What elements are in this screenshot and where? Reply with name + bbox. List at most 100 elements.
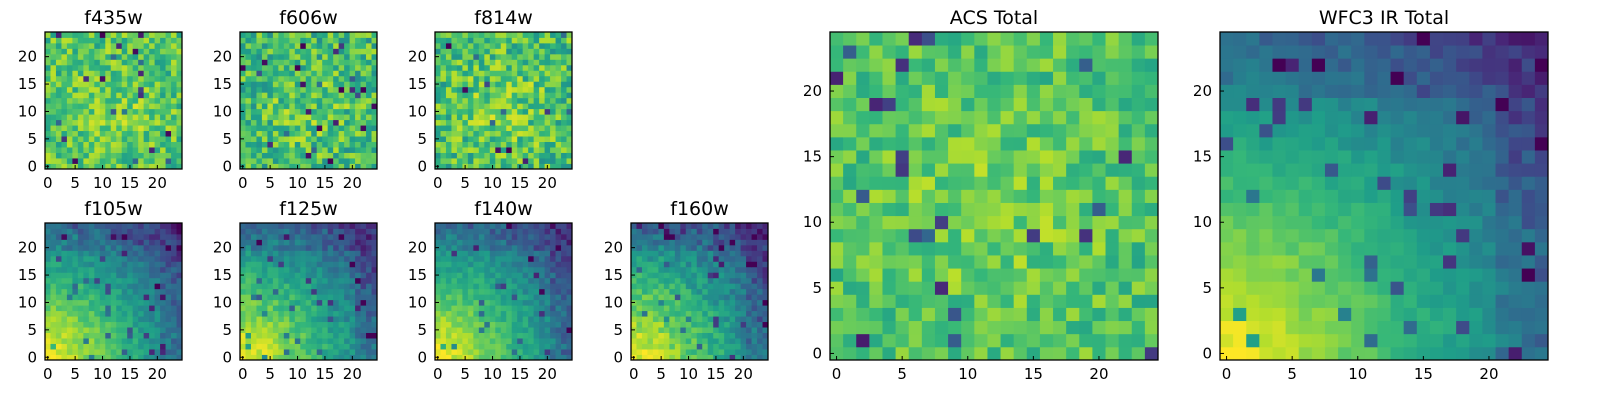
- heatmap-cell: [961, 255, 975, 269]
- heatmap-cell: [473, 311, 479, 317]
- heatmap-cell: [67, 131, 73, 137]
- heatmap-cell: [490, 142, 496, 148]
- heatmap-cell: [495, 239, 501, 245]
- heatmap-cell: [534, 92, 540, 98]
- heatmap-cell: [166, 333, 172, 339]
- heatmap-cell: [273, 349, 279, 355]
- heatmap-cell: [105, 267, 111, 273]
- heatmap-cell: [642, 311, 648, 317]
- x-tick-label: 15: [510, 174, 529, 192]
- heatmap-cell: [735, 272, 741, 278]
- heatmap-cell: [843, 124, 857, 138]
- heatmap-cell: [501, 158, 507, 164]
- heatmap-cell: [322, 349, 328, 355]
- heatmap-cell: [948, 308, 962, 322]
- heatmap-cell: [295, 65, 301, 71]
- heatmap-cell: [697, 278, 703, 284]
- heatmap-cell: [144, 48, 150, 54]
- heatmap-cell: [350, 228, 356, 234]
- heatmap-cell: [451, 147, 457, 153]
- heatmap-cell: [300, 272, 306, 278]
- heatmap-cell: [517, 114, 523, 120]
- heatmap-cell: [50, 267, 56, 273]
- heatmap-cell: [72, 316, 78, 322]
- heatmap-cell: [490, 92, 496, 98]
- heatmap-cell: [245, 59, 251, 65]
- heatmap-cell: [278, 239, 284, 245]
- heatmap-cell: [67, 48, 73, 54]
- heatmap-cell: [435, 250, 441, 256]
- heatmap-cell: [127, 136, 133, 142]
- heatmap-cell: [245, 142, 251, 148]
- heatmap-cell: [479, 147, 485, 153]
- heatmap-cell: [155, 103, 161, 109]
- heatmap-cell: [127, 344, 133, 350]
- heatmap-cell: [457, 316, 463, 322]
- heatmap-cell: [561, 289, 567, 295]
- heatmap-cell: [67, 32, 73, 38]
- heatmap-cell: [138, 322, 144, 328]
- heatmap-cell: [1001, 308, 1015, 322]
- heatmap-cell: [457, 250, 463, 256]
- heatmap-cell: [166, 43, 172, 49]
- heatmap-cell: [350, 59, 356, 65]
- heatmap-cell: [166, 322, 172, 328]
- heatmap-cell: [344, 120, 350, 126]
- heatmap-cell: [556, 322, 562, 328]
- heatmap-cell: [948, 203, 962, 217]
- heatmap-cell: [127, 142, 133, 148]
- heatmap-cell: [295, 300, 301, 306]
- heatmap-cell: [111, 158, 117, 164]
- heatmap-cell: [138, 311, 144, 317]
- heatmap-cell: [523, 43, 529, 49]
- heatmap-cell: [89, 322, 95, 328]
- heatmap-cell: [440, 272, 446, 278]
- heatmap-cell: [506, 147, 512, 153]
- heatmap-cell: [440, 153, 446, 159]
- heatmap-cell: [273, 305, 279, 311]
- heatmap-cell: [528, 250, 534, 256]
- heatmap-cell: [67, 344, 73, 350]
- heatmap-cell: [361, 338, 367, 344]
- heatmap-cell: [138, 272, 144, 278]
- heatmap-cell: [122, 250, 128, 256]
- heatmap-cell: [111, 87, 117, 93]
- heatmap-cell: [127, 250, 133, 256]
- heatmap-cell: [251, 98, 257, 104]
- heatmap-cell: [1014, 347, 1028, 361]
- heatmap-cell: [355, 349, 361, 355]
- heatmap-cell: [528, 109, 534, 115]
- heatmap-cell: [306, 294, 312, 300]
- heatmap-cell: [1053, 281, 1067, 295]
- heatmap-cell: [987, 124, 1001, 138]
- heatmap-cell: [105, 120, 111, 126]
- heatmap-cell: [344, 43, 350, 49]
- heatmap-cell: [100, 76, 106, 82]
- heatmap-cell: [517, 344, 523, 350]
- heatmap-cell: [116, 98, 122, 104]
- chart-title: f435w: [84, 7, 143, 29]
- heatmap-cell: [160, 289, 166, 295]
- heatmap-cell: [757, 256, 763, 262]
- heatmap-cell: [479, 311, 485, 317]
- heatmap-cell: [105, 239, 111, 245]
- heatmap-cell: [653, 256, 659, 262]
- heatmap-cell: [56, 81, 62, 87]
- heatmap-cell: [534, 250, 540, 256]
- heatmap-cell: [490, 349, 496, 355]
- heatmap-cell: [89, 272, 95, 278]
- heatmap-cell: [752, 234, 758, 240]
- heatmap-cell: [1145, 216, 1159, 230]
- heatmap-cell: [631, 333, 637, 339]
- heatmap-cell: [166, 48, 172, 54]
- heatmap-cell: [517, 147, 523, 153]
- heatmap-cell: [300, 114, 306, 120]
- heatmap-cell: [451, 267, 457, 273]
- heatmap-cell: [366, 316, 372, 322]
- heatmap-cell: [245, 272, 251, 278]
- heatmap-cell: [539, 43, 545, 49]
- heatmap-cell: [116, 349, 122, 355]
- heatmap-cell: [78, 245, 84, 251]
- heatmap-cell: [160, 267, 166, 273]
- heatmap-cell: [317, 92, 323, 98]
